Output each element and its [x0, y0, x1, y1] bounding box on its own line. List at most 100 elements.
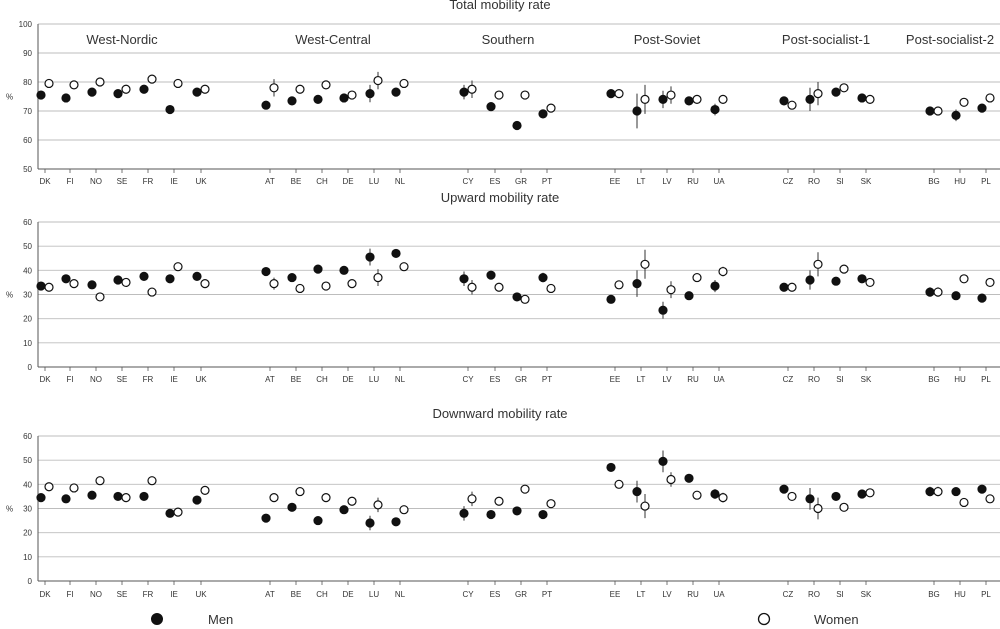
y-tick-label: 80	[23, 78, 32, 87]
women-point-AT	[269, 493, 279, 503]
women-point-SE	[121, 84, 131, 94]
women-point-UA	[718, 493, 728, 503]
men-point-UK	[192, 271, 202, 281]
women-point-IE	[173, 78, 183, 89]
x-tick-label: RU	[687, 590, 699, 599]
women-point-CY	[467, 84, 477, 94]
x-tick-label: LT	[637, 590, 646, 599]
x-tick-label: GR	[515, 177, 527, 186]
men-point-BE	[287, 96, 297, 106]
men-point-NO	[87, 87, 97, 97]
men-point-FR	[139, 491, 149, 502]
women-point-SK	[865, 94, 875, 105]
women-point-LV	[666, 474, 676, 485]
men-point-DE	[339, 265, 349, 275]
x-tick-label: SI	[836, 177, 844, 186]
x-tick-label: RO	[808, 177, 820, 186]
x-tick-label: FR	[143, 590, 154, 599]
x-tick-label: HU	[954, 177, 966, 186]
women-point-UK	[200, 279, 210, 289]
men-point-LU	[365, 88, 375, 99]
women-point-RO	[813, 88, 823, 99]
women-point-DE	[347, 496, 357, 506]
x-tick-label: AT	[265, 375, 275, 384]
legend-women-marker	[757, 612, 771, 626]
men-point-RU	[684, 291, 694, 301]
men-point-NL	[391, 248, 401, 259]
y-tick-label: 30	[23, 505, 32, 514]
x-tick-label: DE	[342, 177, 353, 186]
women-point-DE	[347, 279, 357, 289]
men-point-SI	[831, 491, 841, 502]
men-point-AT	[261, 266, 271, 277]
men-point-IE	[165, 274, 175, 284]
men-point-BG	[925, 106, 935, 116]
x-tick-label: IE	[170, 375, 178, 384]
women-point-NL	[399, 262, 409, 272]
men-point-SK	[857, 93, 867, 103]
men-point-ES	[486, 102, 496, 112]
x-tick-label: PT	[542, 177, 552, 186]
x-tick-label: UK	[195, 590, 207, 599]
women-point-BG	[933, 106, 943, 116]
x-tick-label: PL	[981, 590, 991, 599]
x-tick-label: SK	[861, 590, 872, 599]
x-tick-label: CZ	[783, 590, 794, 599]
men-point-BG	[925, 287, 935, 297]
x-tick-label: CZ	[783, 177, 794, 186]
men-point-NO	[87, 490, 97, 500]
women-point-GR	[520, 90, 530, 100]
women-point-RO	[813, 259, 823, 269]
men-point-FR	[139, 84, 149, 94]
y-tick-label: 60	[23, 432, 32, 441]
men-point-PL	[977, 103, 987, 113]
women-point-SK	[865, 488, 875, 498]
women-point-AT	[269, 279, 279, 289]
women-point-EE	[614, 88, 624, 99]
x-tick-label: ES	[490, 177, 501, 186]
women-point-SI	[839, 502, 849, 512]
x-tick-label: BE	[291, 590, 302, 599]
women-point-PT	[546, 283, 556, 294]
x-tick-label: CZ	[783, 375, 794, 384]
y-tick-label: 90	[23, 49, 32, 58]
women-point-CZ	[787, 100, 797, 110]
women-point-IE	[173, 507, 183, 517]
women-point-BG	[933, 486, 943, 497]
women-point-BG	[933, 287, 943, 297]
x-tick-label: RO	[808, 590, 820, 599]
women-point-ES	[494, 90, 504, 100]
x-tick-label: NL	[395, 177, 406, 186]
y-tick-label: 20	[23, 315, 32, 324]
x-tick-label: GR	[515, 375, 527, 384]
x-tick-label: CY	[462, 590, 474, 599]
women-point-BE	[295, 84, 305, 94]
x-tick-label: DE	[342, 590, 353, 599]
x-tick-label: PL	[981, 375, 991, 384]
women-point-LU	[373, 75, 383, 86]
chart-panels: Total mobility rate5060708090100%West-No…	[6, 0, 1000, 599]
men-point-CZ	[779, 484, 789, 494]
x-tick-label: ES	[490, 375, 501, 384]
y-tick-label: 20	[23, 529, 32, 538]
women-point-FI	[69, 80, 79, 90]
x-tick-label: LV	[662, 590, 672, 599]
men-point-FR	[139, 271, 149, 281]
x-tick-label: DK	[39, 177, 51, 186]
men-point-SE	[113, 491, 123, 502]
x-tick-label: SK	[861, 375, 872, 384]
y-tick-label: 50	[23, 242, 32, 251]
women-point-HU	[959, 274, 969, 284]
men-point-GR	[512, 292, 522, 302]
women-point-LU	[373, 500, 383, 510]
women-point-EE	[614, 479, 624, 489]
x-tick-label: BG	[928, 177, 940, 186]
x-tick-label: UK	[195, 177, 207, 186]
panel-title: Total mobility rate	[449, 0, 550, 12]
women-point-CZ	[787, 491, 797, 502]
panel-title: Downward mobility rate	[432, 406, 567, 421]
women-point-GR	[520, 484, 530, 494]
men-point-SE	[113, 275, 123, 285]
x-tick-label: LU	[369, 590, 379, 599]
x-tick-label: AT	[265, 177, 275, 186]
